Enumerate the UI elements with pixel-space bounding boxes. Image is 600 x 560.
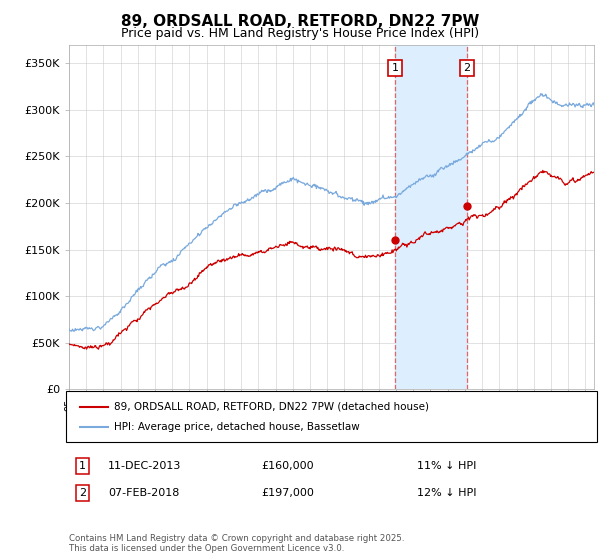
Text: 89, ORDSALL ROAD, RETFORD, DN22 7PW (detached house): 89, ORDSALL ROAD, RETFORD, DN22 7PW (det… — [114, 402, 429, 412]
Text: 12% ↓ HPI: 12% ↓ HPI — [417, 488, 476, 498]
Text: 07-FEB-2018: 07-FEB-2018 — [108, 488, 179, 498]
Text: 11-DEC-2013: 11-DEC-2013 — [108, 461, 181, 471]
Text: £197,000: £197,000 — [261, 488, 314, 498]
Text: 11% ↓ HPI: 11% ↓ HPI — [417, 461, 476, 471]
Text: 1: 1 — [79, 461, 86, 471]
Text: 2: 2 — [79, 488, 86, 498]
Text: Price paid vs. HM Land Registry's House Price Index (HPI): Price paid vs. HM Land Registry's House … — [121, 27, 479, 40]
Text: 2: 2 — [463, 63, 470, 73]
Text: HPI: Average price, detached house, Bassetlaw: HPI: Average price, detached house, Bass… — [114, 422, 360, 432]
Text: 89, ORDSALL ROAD, RETFORD, DN22 7PW: 89, ORDSALL ROAD, RETFORD, DN22 7PW — [121, 14, 479, 29]
Text: Contains HM Land Registry data © Crown copyright and database right 2025.
This d: Contains HM Land Registry data © Crown c… — [69, 534, 404, 553]
Text: £160,000: £160,000 — [261, 461, 314, 471]
Text: 1: 1 — [392, 63, 398, 73]
Bar — [395, 45, 467, 389]
